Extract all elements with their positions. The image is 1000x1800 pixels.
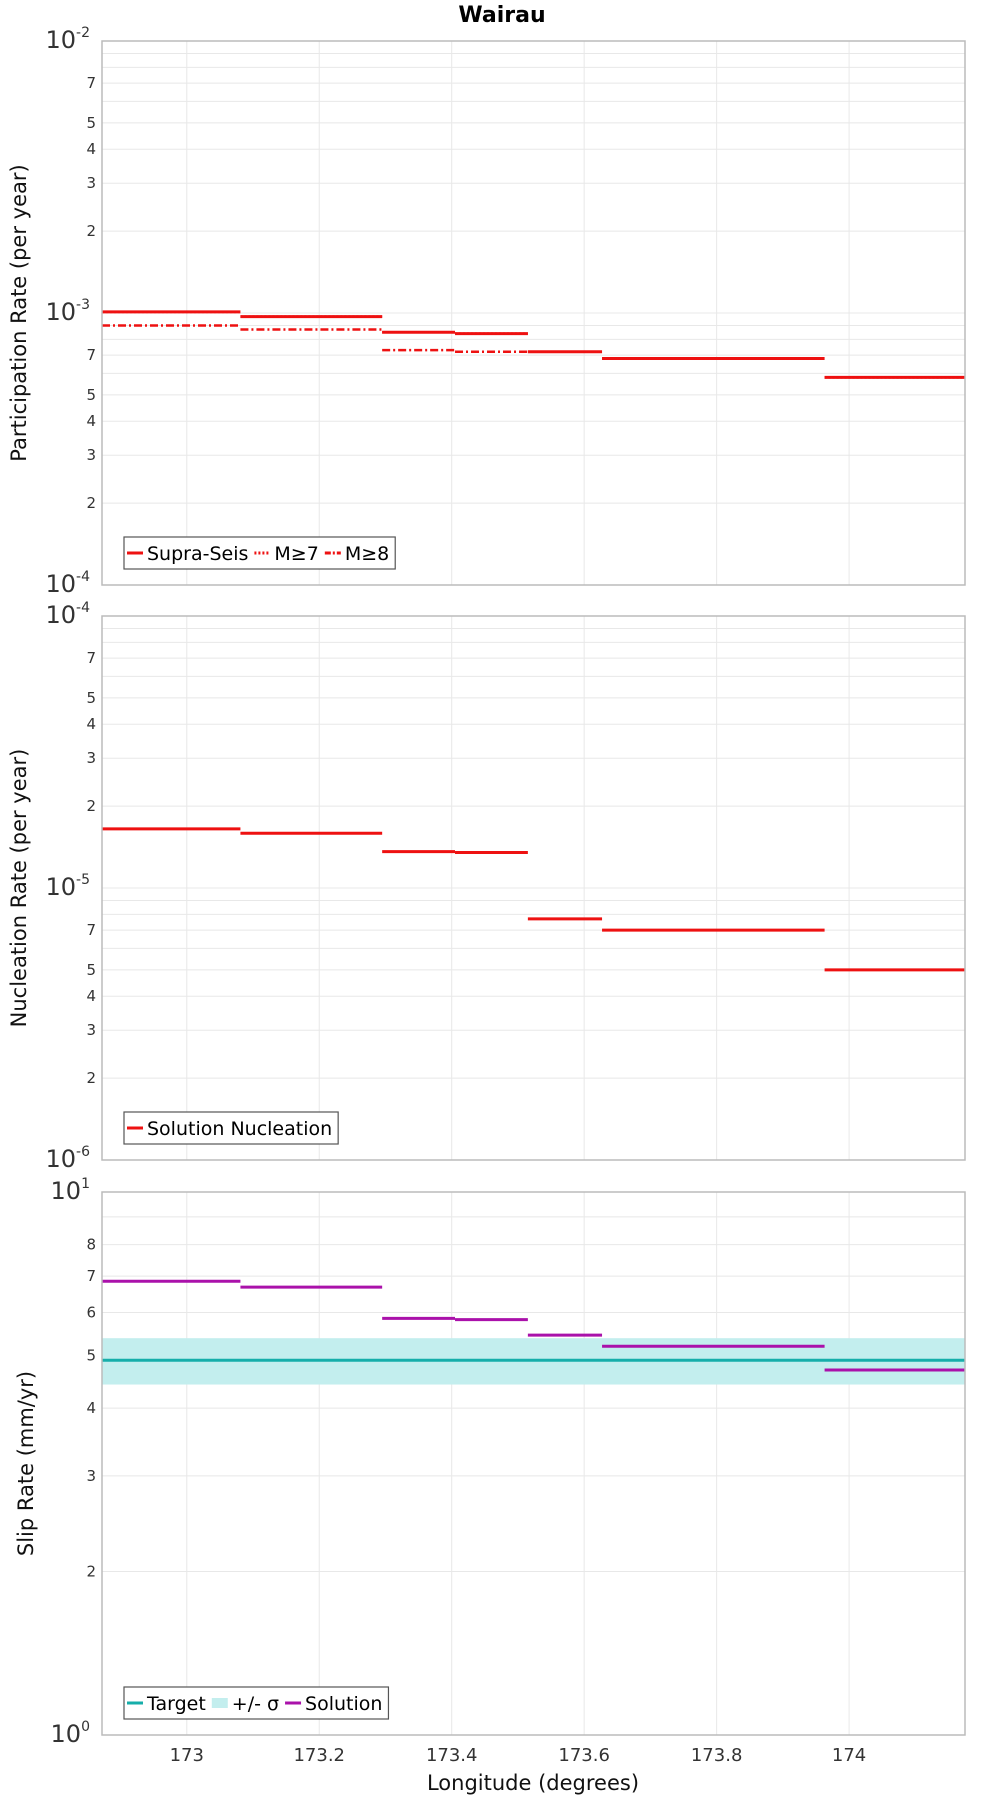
y-decade-base: 10: [45, 873, 76, 901]
legend-label: Supra-Seis: [147, 543, 248, 565]
y-tick-label: 7: [86, 74, 96, 92]
y-tick-label: 7: [86, 921, 96, 939]
y-decade-base: 10: [51, 1177, 82, 1205]
legend: Solution Nucleation: [123, 1111, 339, 1145]
legend: Supra-Seis M≥7 M≥8: [123, 536, 396, 570]
y-tick-label: 5: [86, 114, 96, 132]
legend-label: +/- σ: [232, 1693, 279, 1715]
y-tick-label: 5: [86, 961, 96, 979]
y-decade-exponent: -4: [76, 600, 90, 616]
y-decade-label: 101: [51, 1176, 90, 1205]
y-tick-label: 7: [86, 649, 96, 667]
legend: Target +/- σ Solution: [123, 1686, 390, 1720]
y-tick-label: 2: [86, 222, 96, 240]
y-tick-label: 2: [86, 494, 96, 512]
x-tick-label: 174: [832, 1745, 866, 1766]
series-m-7: [102, 310, 965, 379]
y-tick-label: 2: [86, 1069, 96, 1087]
y-decade-label: 10-4: [45, 569, 90, 598]
legend-label: M≥7: [274, 543, 318, 565]
y-decade-exponent: -2: [76, 25, 90, 41]
y-decade-base: 10: [51, 1720, 82, 1748]
legend-label: Solution Nucleation: [147, 1118, 332, 1140]
y-tick-label: 4: [86, 1399, 96, 1417]
y-decade-exponent: 1: [81, 1176, 90, 1192]
y-decade-exponent: -6: [76, 1144, 90, 1160]
legend-box: [123, 1686, 390, 1720]
x-tick-label: 173: [170, 1745, 204, 1766]
y-tick-label: 4: [86, 715, 96, 733]
y-axis-label: Nucleation Rate (per year): [7, 749, 31, 1028]
grid-lines: [102, 615, 965, 1161]
legend-box: [123, 1111, 339, 1145]
y-tick-label: 6: [86, 1303, 96, 1321]
y-decade-exponent: -3: [76, 297, 90, 313]
legend-swatch: [211, 1698, 228, 1708]
plot-area: [102, 1192, 965, 1735]
y-tick-label: 2: [86, 797, 96, 815]
legend-label: Target: [146, 1693, 206, 1715]
y-tick-label: 4: [86, 412, 96, 430]
y-axis-label: Slip Rate (mm/yr): [14, 1371, 38, 1556]
series-solution-nucleation: [102, 827, 965, 972]
series-solution: [102, 1279, 965, 1372]
y-decade-exponent: -4: [76, 569, 90, 585]
x-tick-label: 173.8: [691, 1745, 743, 1766]
y-tick-label: 3: [86, 1467, 96, 1485]
y-decade-label: 10-4: [45, 600, 90, 629]
y-decade-label: 10-3: [45, 297, 90, 326]
y-tick-label: 5: [86, 386, 96, 404]
x-tick-label: 173.2: [293, 1745, 345, 1766]
x-axis-label: Longitude (degrees): [427, 1771, 639, 1795]
y-tick-label: 3: [86, 1021, 96, 1039]
y-decade-label: 10-6: [45, 1144, 90, 1173]
plot-frame: [101, 1191, 966, 1736]
y-decade-base: 10: [45, 26, 76, 54]
y-decade-base: 10: [45, 601, 76, 629]
legend-label: Solution: [305, 1693, 382, 1715]
y-decade-label: 10-5: [45, 872, 90, 901]
y-tick-label: 5: [86, 1346, 96, 1364]
y-tick-label: 8: [86, 1236, 96, 1254]
legend-label: M≥8: [345, 543, 389, 565]
x-tick-label: 173.6: [558, 1745, 610, 1766]
y-decade-base: 10: [45, 1145, 76, 1173]
x-tick-label: 173.4: [426, 1745, 478, 1766]
plot-frame: [101, 615, 966, 1161]
y-tick-label: 3: [86, 174, 96, 192]
y-decade-base: 10: [45, 570, 76, 598]
y-tick-label: 4: [86, 140, 96, 158]
y-tick-label: 5: [86, 689, 96, 707]
y-tick-label: 4: [86, 987, 96, 1005]
series-m-8: [102, 324, 528, 354]
y-axis-label: Participation Rate (per year): [7, 164, 31, 461]
y-decade-exponent: 0: [81, 1719, 90, 1735]
y-tick-label: 3: [86, 749, 96, 767]
y-decade-base: 10: [45, 298, 76, 326]
y-decade-label: 10-2: [45, 25, 90, 54]
figure-title: Wairau: [458, 3, 545, 28]
y-decade-exponent: -5: [76, 872, 90, 888]
y-tick-label: 7: [86, 346, 96, 364]
plot-frame: [101, 40, 966, 586]
y-tick-label: 3: [86, 446, 96, 464]
y-decade-label: 100: [51, 1719, 90, 1748]
y-tick-label: 7: [86, 1267, 96, 1285]
y-tick-label: 2: [86, 1563, 96, 1581]
